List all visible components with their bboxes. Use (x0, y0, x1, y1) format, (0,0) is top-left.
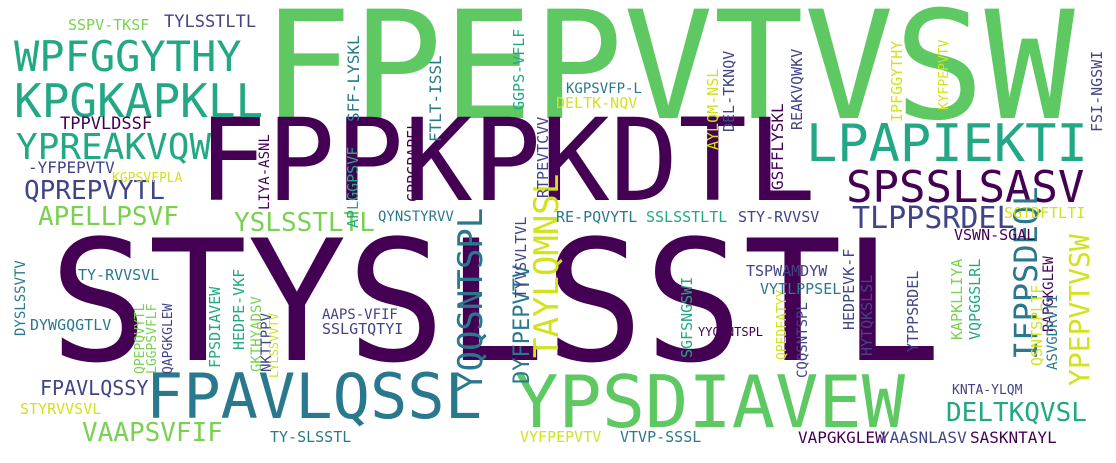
word-sslgtqtyi: SSLGTQTYI (322, 320, 404, 338)
word-tspwamdyw: TSPWAMDYW (746, 262, 828, 280)
word-vqpggslrl: VQPGGSLRL (966, 258, 984, 340)
word-kapklliya: KAPKLLIYA (948, 258, 966, 340)
word-del-tknqv: DEL-TKNQV (720, 50, 738, 132)
word-apellpsvf: APELLPSVF (38, 202, 179, 232)
word-saskntayl: SASKNTAYL (970, 428, 1057, 447)
word-cqqsntspl: CQQSNTSPL (795, 302, 811, 378)
word-vytlppsel: VYTLPPSEL (760, 280, 842, 298)
word-vyfpepvtv: VYFPEPVTV (520, 428, 602, 446)
word-tppvldssf: TPPVLDSSF (60, 114, 153, 134)
word-ggps-vflf: GGPS-VFLF (510, 28, 528, 110)
word-hedpe-vkf: HEDPE-VKF (230, 268, 248, 350)
word-tlppsrdel: TLPPSRDEL (852, 201, 1015, 236)
word-tylsstltl: TYLSSTLTL (164, 12, 257, 32)
word-kgpsvfpla: KGPSVFPLA (112, 171, 183, 186)
word-sgtdftlti: SGTDFTLTI (1004, 204, 1086, 222)
word-fpavlqssy: FPAVLQSSY (40, 376, 149, 400)
word-fpavlqssl: FPAVLQSSL (146, 360, 482, 433)
word-sty-rvvsv: STY-RVVSV (738, 208, 820, 226)
word-dywgqgtlv: DYWGQGTLV (30, 316, 112, 334)
word-sff-lyskl: SFF-LYSKL (344, 35, 363, 122)
word-hedpevk-f: HEDPEVK-F (840, 248, 858, 330)
word-yyqsntspl: YYQSNTSPL (698, 325, 764, 339)
word-ypepvtvsw: YPEPVTVSW (1063, 234, 1096, 386)
word-rtpevtcvv: RTPEVTCVV (534, 116, 552, 198)
word-fpsdiavew: FPSDIAVEW (206, 286, 224, 368)
word-vtvp-sssl: VTVP-SSSL (620, 428, 702, 446)
word-fppkpkdtl: FPPKPKDTL (198, 94, 816, 227)
word-ypsdiavew: YPSDIAVEW (515, 360, 906, 444)
word-qapgkglew: QAPGKGLEW (161, 303, 176, 374)
word-aylqm-nsl: AYLQM-NSL (704, 68, 722, 150)
word-tyvsvltvl: TYVSVLTVL (512, 216, 530, 298)
word-styslsstl: STYSLSSTL (49, 204, 942, 400)
word-ytppsrdel: YTPPSRDEL (904, 270, 922, 352)
word-yslsstltl: YSLSSTLTL (234, 208, 375, 238)
word-fsi-ngswi: FSI-NGSWI (1088, 50, 1106, 132)
word-vapgkglew: VAPGKGLEW (798, 428, 885, 447)
word-lpapiekti: LPAPIEKTI (806, 114, 1088, 174)
word-lggpsvflf: LGGPSVFLF (145, 303, 160, 374)
word-kyfpepvtv: KYFPEPVTV (937, 39, 952, 110)
word-cppcpapel: CPPCPAPEL (404, 120, 422, 202)
word-dyslssvtv: DYSLSSVTV (13, 260, 29, 336)
word-asvgdrvti: ASVGDRVTI (1045, 294, 1061, 370)
word-sgfsngswi: SGFSNGSWI (678, 276, 696, 358)
word-vaapsvfif: VAAPSVFIF (82, 418, 223, 448)
word--yfpepvtv: -YFPEPVTV (28, 158, 115, 177)
word-re-pqvytl: RE-PQVYTL (556, 208, 638, 226)
word-aplggpsvf: APLGGPSVF (344, 146, 362, 228)
word-ty-rvvsvl: TY-RVVSVL (78, 266, 160, 284)
word-reakvqwkv: REAKVQWKV (788, 48, 806, 130)
word-aaps-vfif: AAPS-VFIF (322, 307, 398, 323)
word-vswn-sgal: VSWN-SGAL (954, 226, 1036, 244)
word-qsntspltf: QSNTSPLTF (1028, 284, 1046, 366)
word-wpfggythy: WPFGGYTHY (14, 32, 242, 81)
word-kpgkapkll: KPGKAPKLL (14, 74, 264, 128)
word-qynstyrvv: QYNSTYRVV (378, 209, 454, 225)
word-ty-slsstl: TY-SLSSTL (270, 428, 352, 446)
word-liya-asnl: LIYA-ASNL (257, 134, 273, 210)
word-sslsstltl: SSLSSTLTL (646, 208, 728, 226)
word-yaasnlasv: YAASNLASV (880, 428, 967, 447)
word-qpedfatyy: QPEDFATYY (775, 289, 790, 360)
word-qprepvytl: QPREPVYTL (24, 176, 165, 206)
word-ftlt-issl: FTLT-ISSL (426, 55, 445, 142)
word-yqqsntspl: YQQSNTSPL (451, 207, 491, 392)
word-spsslsasv: SPSSLSASV (846, 162, 1085, 213)
word-knta-ylqm: KNTA-YLQM (952, 383, 1023, 398)
word-ypreakvqw: YPREAKVQW (16, 127, 212, 168)
word-hytqkslsl: HYTQKSLSL (858, 274, 876, 356)
word-styrvvsvl: STYRVVSVL (20, 400, 102, 418)
word-gsfflyskl: GSFFLYSKL (768, 103, 787, 190)
word-fpepvtvsw: FPEPVTVSW (262, 0, 1075, 154)
word-lylssvvtv: LYLSSVVTV (267, 312, 281, 378)
word-kgpsvfp-l: KGPSVFP-L (566, 81, 642, 97)
word-deltkqvsl: DELTKQVSL (946, 398, 1087, 428)
word-taylqmnsl: TAYLQMNSL (527, 173, 567, 358)
word-deltk-nqv: DELTK-NQV (556, 94, 638, 112)
word-sspv-tksf: SSPV-TKSF (68, 16, 150, 34)
word-ipfggythy: IPFGGYTHY (888, 40, 906, 122)
